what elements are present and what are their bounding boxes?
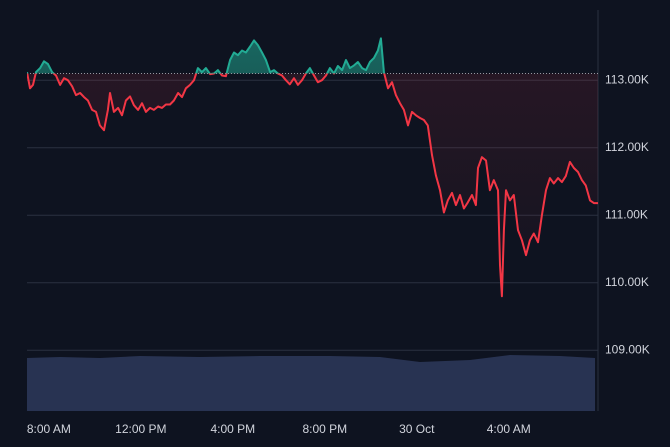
y-tick-label: 110.00K [605,275,649,289]
y-tick-label: 109.00K [605,342,650,356]
x-tick-label: 8:00 AM [27,422,71,436]
x-tick-label: 30 Oct [399,422,435,436]
y-tick-label: 111.00K [605,207,648,221]
x-tick-label: 12:00 PM [115,422,166,436]
x-tick-label: 4:00 PM [210,422,255,436]
volume-area [27,355,595,411]
x-tick-label: 4:00 AM [487,422,531,436]
y-tick-label: 112.00K [605,140,649,154]
x-tick-label: 8:00 PM [302,422,347,436]
price-line-down [27,73,598,298]
area-down [27,73,598,297]
y-tick-label: 113.00K [605,72,649,86]
